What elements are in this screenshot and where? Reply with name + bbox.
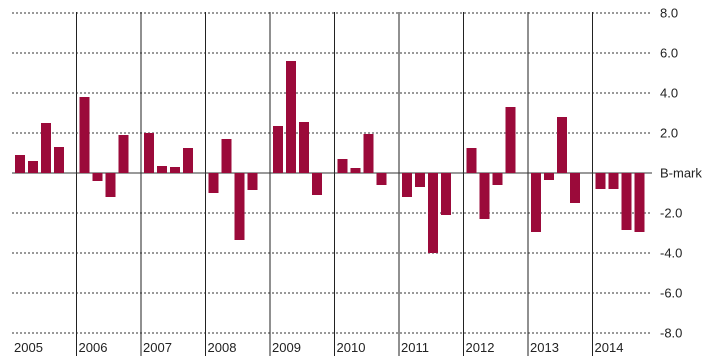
bar-2006-q4	[118, 135, 129, 173]
bar-2008-q2	[221, 139, 232, 173]
y-tick-label: 4.0	[660, 86, 678, 101]
y-tick-label: -2.0	[660, 206, 682, 221]
bar-2009-q3	[299, 122, 309, 173]
bar-2012-q3	[492, 173, 503, 185]
y-tick-label: 2.0	[660, 126, 678, 141]
year-label-2009: 2009	[272, 340, 301, 355]
bar-2008-q1	[208, 173, 219, 193]
y-tick-label: 8.0	[660, 6, 678, 21]
bar-2011-q3	[428, 173, 438, 253]
bar-2009-q1	[273, 126, 283, 173]
year-label-2006: 2006	[79, 340, 108, 355]
bar-2006-q2	[92, 173, 103, 181]
year-label-2014: 2014	[595, 340, 624, 355]
bar-2008-q3	[234, 173, 245, 240]
bar-2005-q2	[28, 161, 38, 173]
bar-2011-q2	[415, 173, 425, 187]
year-label-2012: 2012	[466, 340, 495, 355]
bar-2009-q4	[312, 173, 322, 195]
bar-2006-q3	[105, 173, 116, 197]
year-label-2007: 2007	[143, 340, 172, 355]
bar-2014-q2	[608, 173, 619, 189]
year-label-2010: 2010	[337, 340, 366, 355]
bar-2006-q1	[79, 97, 90, 173]
bar-2005-q3	[41, 123, 51, 173]
bar-2013-q3	[557, 117, 567, 173]
y-tick-label: B-mark	[660, 166, 702, 181]
bar-2014-q1	[595, 173, 606, 189]
bar-2008-q4	[247, 173, 258, 190]
bar-2012-q1	[466, 148, 477, 173]
bar-2007-q2	[157, 166, 167, 173]
year-label-2005: 2005	[14, 340, 43, 355]
bar-2010-q3	[363, 134, 374, 173]
year-label-2013: 2013	[530, 340, 559, 355]
bar-2013-q1	[531, 173, 541, 232]
bar-2014-q4	[634, 173, 645, 232]
year-labels: 2005 2006 2007 2008 2009 2010 2011 2012 2013 2014	[14, 340, 623, 355]
bar-2007-q3	[170, 167, 180, 173]
y-tick-label: -6.0	[660, 286, 682, 301]
bar-2005-q4	[54, 147, 64, 173]
grid-layer	[12, 12, 652, 334]
bar-2011-q1	[402, 173, 412, 197]
bars-layer	[15, 61, 645, 253]
y-tick-label: -8.0	[660, 326, 682, 341]
y-tick-label: 6.0	[660, 46, 678, 61]
y-tick-label: -4.0	[660, 246, 682, 261]
year-separators	[76, 12, 593, 356]
bar-2009-q2	[286, 61, 296, 173]
bar-2007-q4	[183, 148, 193, 173]
bar-2012-q2	[479, 173, 490, 219]
bar-2013-q2	[544, 173, 554, 180]
bar-2005-q1	[15, 155, 25, 173]
bar-2012-q4	[505, 107, 516, 173]
bar-2007-q1	[144, 133, 154, 173]
bar-2010-q4	[376, 173, 387, 185]
year-label-2008: 2008	[208, 340, 237, 355]
year-label-2011: 2011	[401, 340, 429, 355]
y-axis-tick-labels: 8.0 6.0 4.0 2.0 B-mark -2.0 -4.0 -6.0 -8.0	[660, 6, 702, 341]
bar-2013-q4	[570, 173, 580, 203]
bar-2010-q1	[337, 159, 348, 173]
bar-2011-q4	[441, 173, 451, 215]
bar-2014-q3	[621, 173, 632, 230]
bar-2010-q2	[350, 168, 361, 173]
